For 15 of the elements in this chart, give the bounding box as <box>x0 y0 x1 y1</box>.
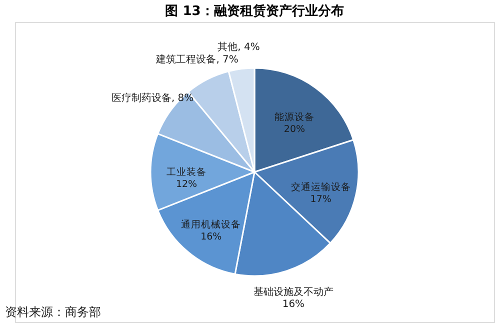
slice-label: 建筑工程设备, 7% <box>155 54 238 66</box>
data-label: 20% <box>284 124 306 135</box>
slice-label: 医疗制药设备, 8% <box>111 92 194 104</box>
slice-label: 能源设备 <box>274 110 314 123</box>
data-label: 12% <box>176 179 198 190</box>
text: 资料来源：商务部 <box>5 305 101 319</box>
data-label: 16% <box>200 231 222 242</box>
slice-label: 其他, 4% <box>218 40 260 53</box>
slice-label: 基础设施及不动产 <box>253 286 334 298</box>
chart-title: 图 13：融资租赁资产行业分布 <box>165 3 344 19</box>
slice-label: 通用机械设备 <box>181 218 242 230</box>
slice-label: 工业装备 <box>166 166 206 178</box>
slice-label: 交通运输设备 <box>290 180 351 193</box>
data-label: 16% <box>282 298 305 310</box>
data-label: 17% <box>310 194 332 205</box>
